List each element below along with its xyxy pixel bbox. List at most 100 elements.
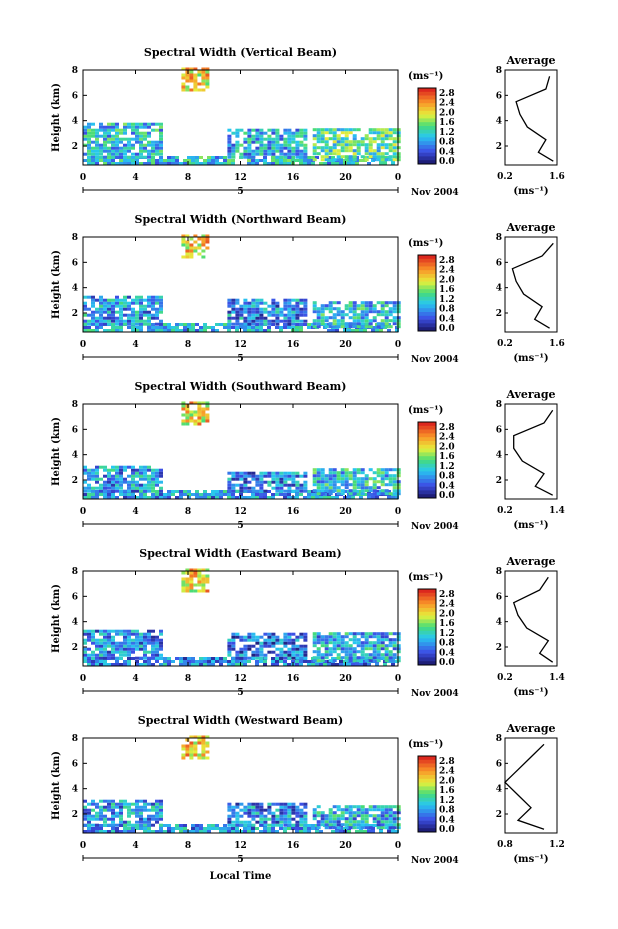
heatmap-cell (291, 632, 296, 636)
heatmap-cell (263, 149, 268, 153)
heatmap-cell (95, 490, 99, 493)
heatmap-cell (388, 483, 393, 487)
heatmap-cell (179, 830, 183, 833)
heatmap-cell (331, 156, 335, 159)
heatmap-cell (392, 817, 397, 821)
heatmap-cell (119, 329, 123, 332)
heatmap-cell (111, 149, 115, 153)
heatmap-cell (219, 827, 223, 830)
heatmap-cell (83, 641, 87, 645)
heatmap-cell (303, 301, 308, 305)
heatmap-cell (135, 629, 139, 633)
heatmap-cell (324, 653, 329, 657)
heatmap-cell (352, 632, 357, 636)
heatmap-cell (316, 823, 321, 827)
heatmap-cell (332, 134, 337, 138)
heatmap-cell (364, 477, 369, 481)
heatmap-cell (392, 149, 397, 153)
heatmap-cell (271, 635, 276, 639)
heatmap-cell (91, 134, 95, 138)
heatmap-cell (380, 632, 385, 636)
heatmap-cell (303, 146, 308, 150)
heatmap-cell (380, 823, 385, 827)
heatmap-cell (201, 741, 206, 745)
heatmap-cell (185, 586, 190, 590)
heatmap-cell (147, 477, 151, 481)
heatmap-cell (340, 319, 345, 323)
heatmap-cell (91, 653, 95, 657)
heatmap-cell (87, 162, 91, 165)
heatmap-cell (271, 307, 276, 311)
heatmap-cell (115, 663, 119, 666)
heatmap-cell (255, 304, 260, 308)
colorbar-tick-label: 2.0 (439, 108, 455, 118)
colorbar-unit-label: (ms⁻¹) (408, 405, 443, 416)
heatmap-cell (179, 827, 183, 830)
heatmap-cell (360, 814, 365, 818)
heatmap-cell (287, 471, 292, 475)
heatmap-cell (159, 322, 163, 326)
heatmap-cell (291, 131, 296, 135)
heatmap-cell (107, 125, 111, 129)
heatmap-cell (364, 316, 369, 320)
heatmap-cell (115, 474, 119, 478)
heatmap-cell (384, 820, 389, 824)
colorbar-tick-label: 2.8 (439, 757, 455, 767)
heatmap-cell (336, 820, 341, 824)
heatmap-cell (271, 140, 276, 144)
heatmap-cell (91, 313, 95, 317)
heatmap-cell (159, 493, 163, 496)
heatmap-cell (215, 490, 219, 493)
heatmap-cell (340, 471, 345, 475)
heatmap-cell (223, 156, 227, 159)
heatmap-cell (179, 657, 183, 660)
heatmap-cell (376, 826, 381, 830)
heatmap-cell (99, 638, 103, 642)
heatmap-cells (83, 568, 401, 666)
heatmap-cell (159, 152, 163, 156)
heatmap-cell (367, 663, 371, 666)
heatmap-cell (95, 146, 99, 150)
heatmap-cell (352, 304, 357, 308)
heatmap-cell (151, 647, 155, 651)
heatmap-cell (231, 162, 235, 165)
heatmap-cell (283, 635, 288, 639)
heatmap-cell (291, 137, 296, 141)
heatmap-cells (83, 735, 401, 833)
heatmap-cell (151, 313, 155, 317)
heatmap-cell (135, 134, 139, 138)
heatmap-cell (231, 820, 236, 824)
average-y-tick-label: 6 (496, 91, 502, 101)
heatmap-cell (303, 483, 308, 487)
heatmap-cell (328, 489, 333, 493)
y-axis-label: Height (km) (51, 751, 62, 820)
heatmap-cell (193, 574, 198, 578)
heatmap-cell (392, 647, 397, 651)
heatmap-cell (279, 149, 284, 153)
heatmap-cell (384, 492, 389, 496)
heatmap-cell (391, 162, 395, 165)
heatmap-cell (115, 483, 119, 487)
heatmap-cell (307, 326, 311, 329)
heatmap-cell (123, 493, 127, 496)
colorbar-swatch (418, 266, 436, 271)
heatmap-cell (320, 140, 325, 144)
y-axis-label: Height (km) (51, 584, 62, 653)
heatmap-cell (95, 647, 99, 651)
heatmap-cell (183, 323, 187, 326)
heatmap-cells (83, 67, 401, 165)
heatmap-cell (235, 329, 239, 332)
heatmap-cell (227, 814, 232, 818)
heatmap-cell (91, 162, 95, 165)
heatmap-cell (175, 490, 179, 493)
heatmap-cell (364, 322, 369, 326)
heatmap-cell (207, 326, 211, 329)
heatmap-cell (259, 310, 264, 314)
heatmap-cell (135, 326, 139, 329)
heatmap-cell (87, 128, 91, 132)
heatmap-cell (143, 802, 147, 806)
heatmap-cell (372, 492, 377, 496)
heatmap-cell (197, 73, 202, 77)
heatmap-cell (127, 122, 131, 126)
heatmap-cell (243, 152, 248, 156)
